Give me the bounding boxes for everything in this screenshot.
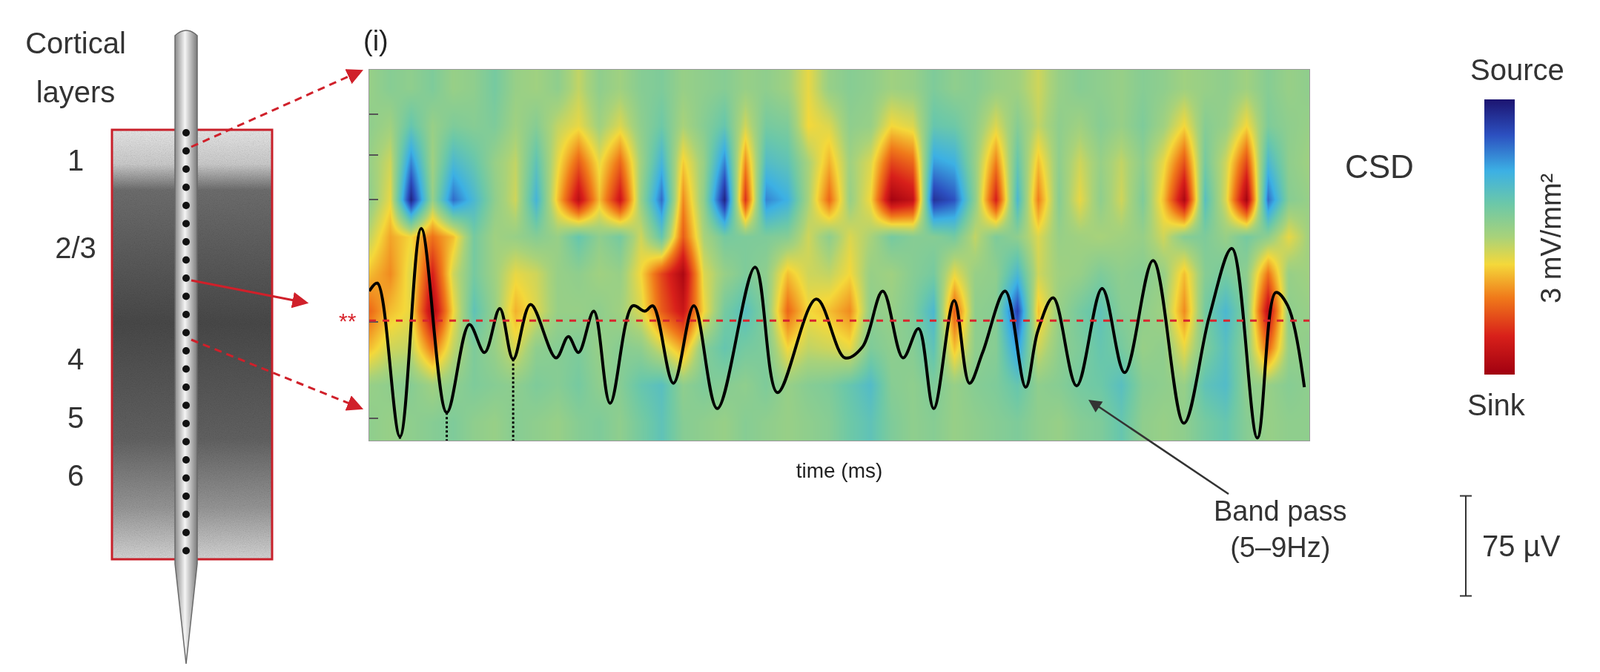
- svg-text:(i): (i): [363, 25, 389, 57]
- svg-text:CSD: CSD: [1344, 148, 1414, 185]
- svg-text:3 mV/mm²: 3 mV/mm²: [1535, 173, 1567, 304]
- svg-text:1: 1: [67, 143, 84, 177]
- svg-text:layers: layers: [36, 75, 116, 109]
- svg-text:**: **: [338, 308, 357, 333]
- svg-text:time (ms): time (ms): [796, 458, 884, 482]
- svg-text:2/3: 2/3: [54, 231, 97, 264]
- svg-text:Sink: Sink: [1467, 388, 1526, 422]
- svg-text:Cortical: Cortical: [25, 26, 127, 60]
- svg-text:6: 6: [67, 458, 84, 492]
- svg-text:75 µV: 75 µV: [1482, 529, 1561, 563]
- svg-text:Source: Source: [1470, 53, 1565, 87]
- svg-text:4: 4: [67, 342, 84, 376]
- svg-text:Band pass(5–9Hz): Band pass(5–9Hz): [1213, 495, 1348, 563]
- svg-text:5: 5: [67, 401, 84, 434]
